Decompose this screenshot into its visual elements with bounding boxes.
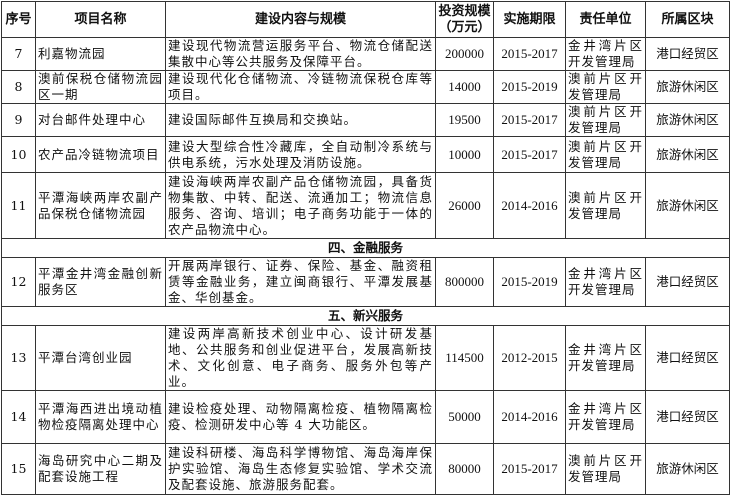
header-period: 实施期限 [493,1,566,38]
table-row: 7 利嘉物流园 建设现代物流营运服务平台、物流仓储配送集散中心等公共服务及保障平台。… [1,37,730,71]
cell-name: 海岛研究中心二期及配套设施工程 [35,443,166,495]
header-row: 序号 项目名称 建设内容与规模 投资规模（万元） 实施期限 责任单位 所属区块 [1,1,730,38]
table-row: 13 平潭台湾创业园 建设两岸高新技术创业中心、设计研发基地、公共服务和创业促进平台… [1,325,730,391]
cell-no: 13 [1,325,36,391]
table-row: 12 平潭金井湾金融创新服务区 开展两岸银行、证券、保险、基金、融资租赁等金融业务，… [1,257,730,307]
cell-name: 澳前保税仓储物流园区一期 [35,70,166,104]
cell-unit: 澳前片区开发管理局 [565,172,646,239]
table-row: 14 平潭海西进出境动植物检疫隔离处理中心 建设检疫处理、动物隔离检疫、植物隔离检疫… [1,390,730,444]
cell-unit: 澳前片区开发管理局 [565,443,646,495]
cell-name: 平潭金井湾金融创新服务区 [35,257,166,307]
cell-zone: 港口经贸区 [645,325,730,391]
cell-investment: 800000 [435,257,494,307]
cell-investment: 200000 [435,37,494,71]
cell-no: 12 [1,257,36,307]
cell-zone: 旅游休闲区 [645,172,730,239]
cell-zone: 旅游休闲区 [645,443,730,495]
cell-no: 15 [1,443,36,495]
cell-period: 2015-2019 [493,70,566,104]
cell-investment: 19500 [435,103,494,137]
cell-no: 11 [1,172,36,239]
cell-investment: 10000 [435,136,494,173]
cell-period: 2014-2016 [493,172,566,239]
cell-content: 开展两岸银行、证券、保险、基金、融资租赁等金融业务，建立闽商银行、平潭发展基金、… [165,257,436,307]
cell-content: 建设现代化仓储物流、冷链物流保税仓库等项目。 [165,70,436,104]
cell-no: 14 [1,390,36,444]
cell-content: 建设国际邮件互换局和交换站。 [165,103,436,137]
cell-period: 2015-2017 [493,443,566,495]
section-title: 四、金融服务 [1,238,730,258]
section-row: 五、新兴服务 [1,306,730,326]
cell-investment: 14000 [435,70,494,104]
cell-zone: 港口经贸区 [645,390,730,444]
cell-period: 2014-2016 [493,390,566,444]
cell-zone: 旅游休闲区 [645,103,730,137]
cell-content: 建设检疫处理、动物隔离检疫、植物隔离检疫、检测研发中心等 4 大功能区。 [165,390,436,444]
cell-name: 对台邮件处理中心 [35,103,166,137]
cell-name: 平潭海峡两岸农副产品保税仓储物流园 [35,172,166,239]
cell-investment: 114500 [435,325,494,391]
table-row: 15 海岛研究中心二期及配套设施工程 建设科研楼、海岛科学博物馆、海岛海岸保护实验馆… [1,443,730,495]
cell-investment: 26000 [435,172,494,239]
cell-unit: 金井湾片区开发管理局 [565,37,646,71]
cell-zone: 港口经贸区 [645,257,730,307]
cell-content: 建设科研楼、海岛科学博物馆、海岛海岸保护实验馆、海岛生态修复实验馆、学术交流及配… [165,443,436,495]
header-investment: 投资规模（万元） [435,1,494,38]
cell-period: 2015-2017 [493,37,566,71]
cell-investment: 80000 [435,443,494,495]
cell-name: 平潭台湾创业园 [35,325,166,391]
cell-period: 2012-2015 [493,325,566,391]
cell-no: 8 [1,70,36,104]
table-row: 11 平潭海峡两岸农副产品保税仓储物流园 建设海峡两岸农副产品仓储物流园，具备货物集… [1,172,730,239]
cell-content: 建设大型综合性冷藏库，全自动制冷系统与供电系统，污水处理及消防设施。 [165,136,436,173]
cell-unit: 金井湾片区开发管理局 [565,390,646,444]
cell-unit: 金井湾片区开发管理局 [565,257,646,307]
cell-no: 9 [1,103,36,137]
cell-content: 建设两岸高新技术创业中心、设计研发基地、公共服务和创业促进平台，发展高新技术、文… [165,325,436,391]
section-row: 四、金融服务 [1,238,730,258]
cell-name: 利嘉物流园 [35,37,166,71]
table-row: 10 农产品冷链物流项目 建设大型综合性冷藏库，全自动制冷系统与供电系统，污水处理及… [1,136,730,173]
header-name: 项目名称 [35,1,166,38]
table-row: 8 澳前保税仓储物流园区一期 建设现代化仓储物流、冷链物流保税仓库等项目。 14000… [1,70,730,104]
cell-unit: 澳前片区开发管理局 [565,70,646,104]
cell-investment: 50000 [435,390,494,444]
cell-unit: 澳前片区开发管理局 [565,103,646,137]
header-no: 序号 [1,1,36,38]
cell-unit: 澳前片区开发管理局 [565,136,646,173]
header-content: 建设内容与规模 [165,1,436,38]
cell-zone: 旅游休闲区 [645,70,730,104]
cell-period: 2015-2019 [493,257,566,307]
cell-content: 建设现代物流营运服务平台、物流仓储配送集散中心等公共服务及保障平台。 [165,37,436,71]
table-row: 9 对台邮件处理中心 建设国际邮件互换局和交换站。 19500 2015-2017 澳前片… [1,103,730,137]
cell-zone: 旅游休闲区 [645,136,730,173]
cell-zone: 港口经贸区 [645,37,730,71]
cell-no: 7 [1,37,36,71]
cell-period: 2015-2017 [493,103,566,137]
cell-no: 10 [1,136,36,173]
cell-period: 2015-2017 [493,136,566,173]
section-title: 五、新兴服务 [1,306,730,326]
header-zone: 所属区块 [645,1,730,38]
cell-name: 农产品冷链物流项目 [35,136,166,173]
cell-content: 建设海峡两岸农副产品仓储物流园，具备货物集散、中转、配送、流通加工；物流信息服务… [165,172,436,239]
cell-unit: 金井湾片区开发管理局 [565,325,646,391]
cell-name: 平潭海西进出境动植物检疫隔离处理中心 [35,390,166,444]
header-unit: 责任单位 [565,1,646,38]
